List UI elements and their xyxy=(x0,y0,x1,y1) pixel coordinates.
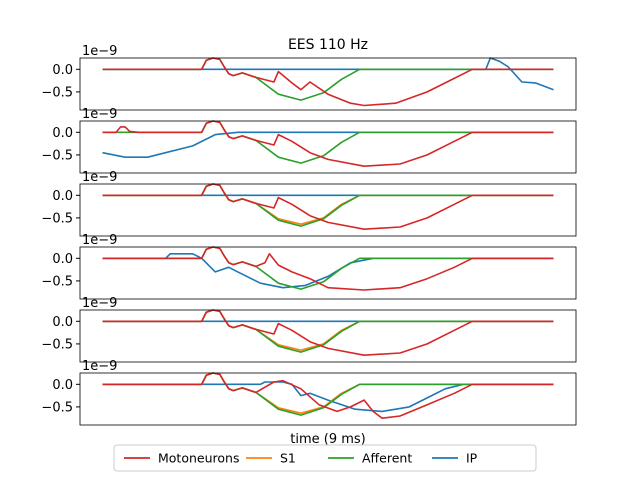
series-line-motoneurons xyxy=(102,246,554,291)
series-line-motoneurons xyxy=(102,309,554,357)
subplot-frame xyxy=(79,309,577,363)
series-line-ip xyxy=(102,57,554,91)
y-tick-label: 0.0 xyxy=(52,315,73,330)
y-offset-label: 1e−9 xyxy=(82,44,117,59)
subplot-1: 0.0 −0.5 1e−9 xyxy=(41,44,577,111)
y-tick-label: 0.0 xyxy=(52,126,73,141)
x-axis-label: time (9 ms) xyxy=(290,432,366,447)
subplot-6: 0.0 −0.5 1e−9 xyxy=(41,359,577,426)
legend-entry-ip: IP xyxy=(466,451,478,466)
series-line-motoneurons xyxy=(102,372,554,420)
subplot-frame xyxy=(79,246,577,300)
legend-entry-motoneurons: Motoneurons xyxy=(158,451,239,466)
y-tick-label: 0.0 xyxy=(52,378,73,393)
series-line-s1 xyxy=(102,372,554,415)
series-line-ip xyxy=(102,131,554,158)
legend-entry-afferent: Afferent xyxy=(362,451,412,466)
legend-entry-s1: S1 xyxy=(280,451,296,466)
series-line-afferent xyxy=(102,120,554,164)
series-line-motoneurons xyxy=(102,57,554,107)
y-offset-label: 1e−9 xyxy=(82,170,117,185)
y-offset-label: 1e−9 xyxy=(82,296,117,311)
subplots: 0.0 −0.5 1e−9 0.0 −0.5 1e−9 0.0 −0.5 1e−9 0.0 −0.5… xyxy=(41,44,577,426)
subplot-frame xyxy=(79,57,577,111)
subplot-3: 0.0 −0.5 1e−9 xyxy=(41,170,577,237)
subplot-2: 0.0 −0.5 1e−9 xyxy=(41,107,577,174)
y-tick-label: −0.5 xyxy=(41,400,73,415)
subplot-5: 0.0 −0.5 1e−9 xyxy=(41,296,577,363)
series-line-s1 xyxy=(102,309,554,352)
y-tick-label: −0.5 xyxy=(41,337,73,352)
legend: Motoneurons S1 Afferent IP xyxy=(113,444,537,472)
legend-box xyxy=(113,444,537,472)
y-offset-label: 1e−9 xyxy=(82,359,117,374)
subplot-frame xyxy=(79,120,577,174)
series-line-motoneurons xyxy=(102,183,554,230)
chart-title: EES 110 Hz xyxy=(288,37,368,53)
y-tick-label: −0.5 xyxy=(41,148,73,163)
series-line-ip xyxy=(102,381,554,413)
y-offset-label: 1e−9 xyxy=(82,233,117,248)
series-line-motoneurons xyxy=(102,120,554,167)
y-tick-label: 0.0 xyxy=(52,189,73,204)
series-line-afferent xyxy=(102,309,554,353)
subplot-frame xyxy=(79,183,577,237)
y-tick-label: −0.5 xyxy=(41,211,73,226)
series-line-afferent xyxy=(102,183,554,227)
y-offset-label: 1e−9 xyxy=(82,107,117,122)
y-tick-label: −0.5 xyxy=(41,85,73,100)
subplot-frame xyxy=(79,372,577,426)
y-tick-label: 0.0 xyxy=(52,252,73,267)
y-tick-label: −0.5 xyxy=(41,274,73,289)
subplot-4: 0.0 −0.5 1e−9 xyxy=(41,233,577,300)
y-tick-label: 0.0 xyxy=(52,63,73,78)
series-line-s1 xyxy=(102,183,554,225)
